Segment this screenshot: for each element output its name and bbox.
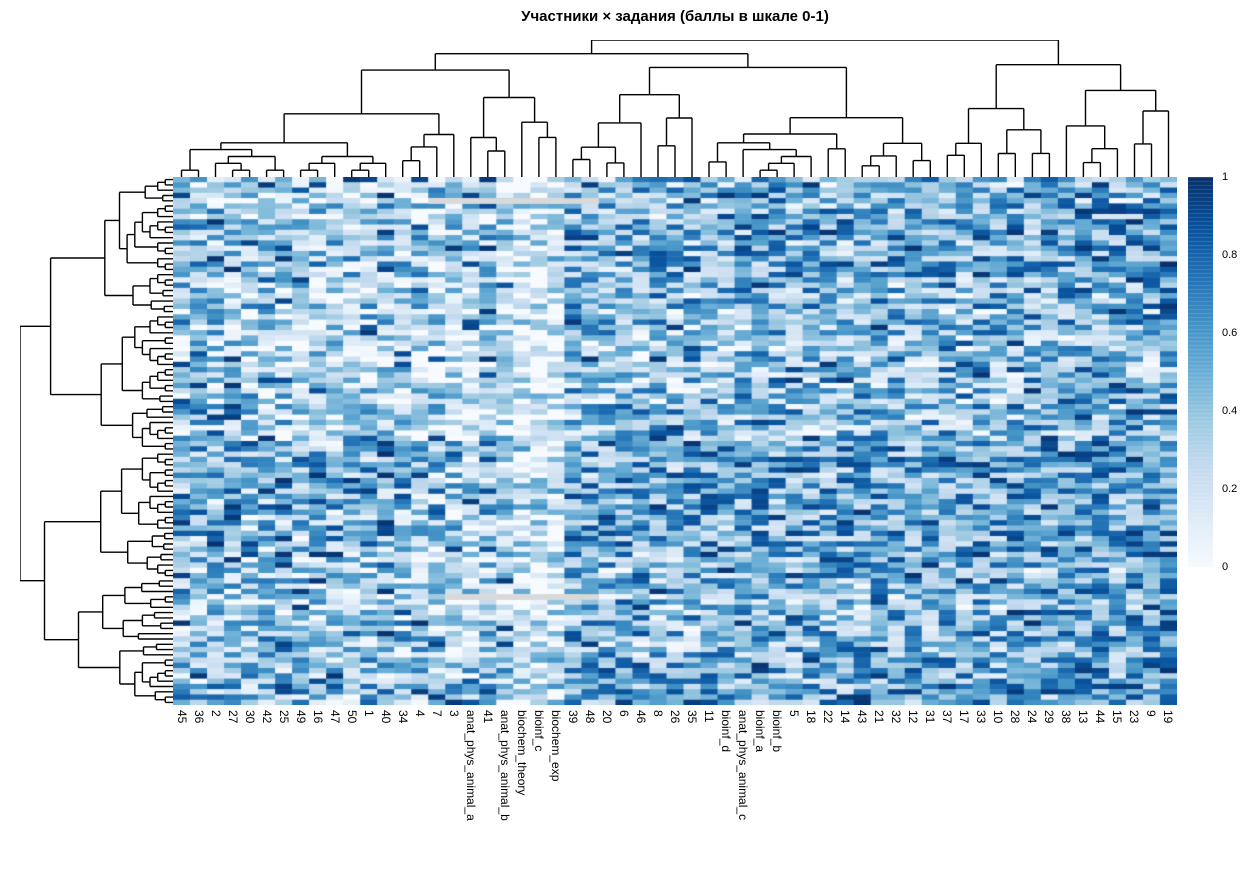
column-label: 48: [582, 710, 597, 724]
column-label: 41: [480, 710, 495, 724]
column-label: biochem_exp: [548, 710, 563, 782]
row-dendrogram: [20, 178, 173, 704]
column-label: 42: [259, 710, 274, 724]
column-label: 14: [838, 710, 853, 724]
legend-tick-label: 0.8: [1222, 249, 1238, 261]
column-label: 1: [361, 710, 376, 717]
column-label: 45: [174, 710, 189, 724]
column-label: anat_phys_animal_b: [497, 710, 512, 821]
column-label: anat_phys_animal_c: [736, 710, 751, 821]
column-label: 49: [293, 710, 308, 724]
column-label: 25: [276, 710, 291, 724]
column-label: 38: [1059, 710, 1074, 724]
column-label: 11: [702, 710, 717, 723]
column-label: 5: [787, 710, 802, 717]
column-label: 8: [650, 710, 665, 717]
column-label: 47: [327, 710, 342, 724]
column-label: 18: [804, 710, 819, 724]
column-label: anat_phys_animal_a: [463, 710, 478, 821]
column-label: 19: [1161, 710, 1176, 724]
column-label: 4: [412, 710, 427, 717]
column-label: 13: [1076, 710, 1091, 724]
column-dendrogram: [180, 40, 1170, 177]
heatmap-matrix: [173, 177, 1177, 705]
column-label: 22: [821, 710, 836, 724]
column-label: 46: [633, 710, 648, 724]
column-label: 29: [1042, 710, 1057, 724]
column-label: 37: [940, 710, 955, 724]
column-label: 36: [191, 710, 206, 724]
column-label: 26: [668, 710, 682, 724]
legend-tick-label: 1: [1222, 171, 1229, 183]
column-label: 6: [616, 710, 631, 717]
column-label: 9: [1144, 710, 1159, 717]
column-label: bioinf_c: [531, 710, 546, 752]
page-title: Участники × задания (баллы в шкале 0-1): [521, 8, 829, 25]
column-label: 33: [974, 710, 989, 724]
column-label: bioinf_a: [753, 710, 768, 753]
column-label: 39: [565, 710, 580, 724]
column-label: 28: [1008, 710, 1023, 724]
column-label: bioinf_d: [719, 710, 734, 753]
column-label: 34: [395, 710, 410, 724]
column-label: bioinf_b: [770, 710, 785, 753]
column-label: 31: [923, 710, 938, 724]
legend-color-key: [1188, 177, 1213, 567]
column-label: 21: [872, 710, 887, 724]
legend-tick-label: 0: [1222, 561, 1229, 573]
column-label: 35: [685, 710, 700, 724]
column-label: 44: [1093, 710, 1108, 724]
column-label: 24: [1025, 710, 1040, 724]
column-label: 15: [1110, 710, 1125, 724]
column-label: 12: [906, 710, 921, 724]
column-label: 43: [855, 710, 870, 724]
legend-tick-label: 0.2: [1222, 483, 1238, 495]
column-label: 40: [378, 710, 393, 724]
column-label: 20: [599, 710, 614, 724]
column-label: 23: [1127, 710, 1142, 724]
column-label: 50: [344, 710, 359, 724]
column-label: 10: [991, 710, 1006, 724]
column-label: 2: [208, 710, 223, 717]
column-label: 27: [225, 710, 240, 724]
column-label: biochem_theory: [514, 710, 529, 796]
column-label: 3: [446, 710, 461, 717]
column-label: 32: [889, 710, 904, 724]
column-label: 30: [242, 710, 257, 724]
column-label: 17: [957, 710, 972, 724]
legend-tick-label: 0.6: [1222, 327, 1238, 339]
column-label: 16: [310, 710, 325, 724]
legend-tick-label: 0.4: [1222, 405, 1238, 417]
column-label: 7: [429, 710, 444, 717]
